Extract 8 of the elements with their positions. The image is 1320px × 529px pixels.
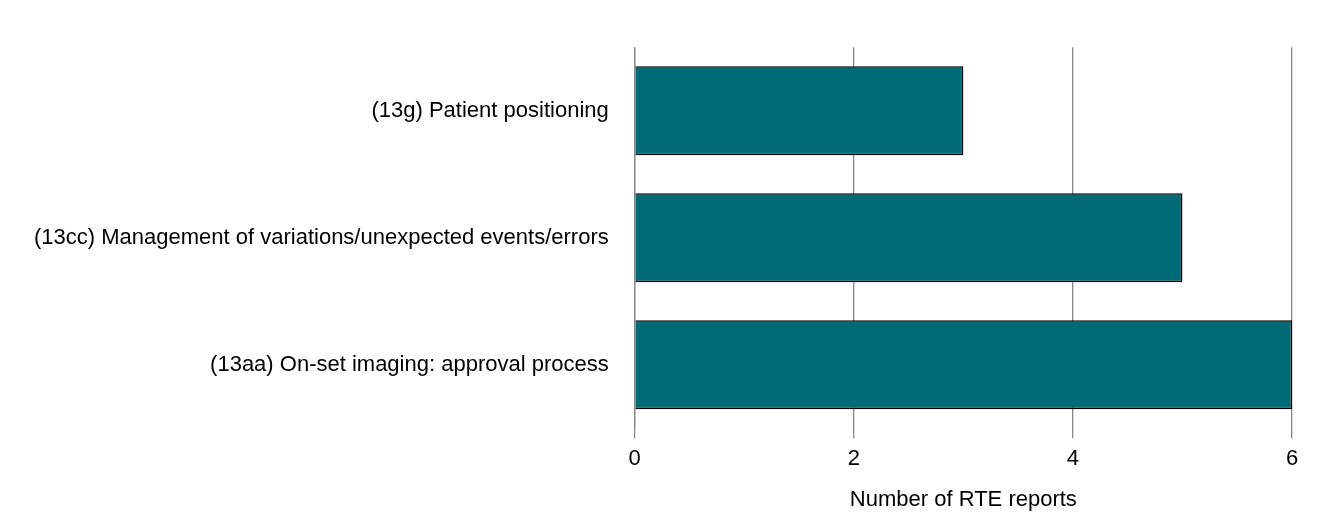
y-tick-label: (13aa) On-set imaging: approval process <box>210 350 609 376</box>
y-tick-label: (13cc) Management of variations/unexpected events/errors <box>33 223 609 249</box>
x-tick-label: 6 <box>1285 445 1299 471</box>
y-tick-label: (13g) Patient positioning <box>371 96 609 122</box>
x-axis-title: Number of RTE reports <box>849 485 1077 511</box>
x-tick-label: 2 <box>847 445 860 471</box>
x-tick-label: 4 <box>1066 445 1080 471</box>
x-tick-label: 0 <box>628 445 641 471</box>
